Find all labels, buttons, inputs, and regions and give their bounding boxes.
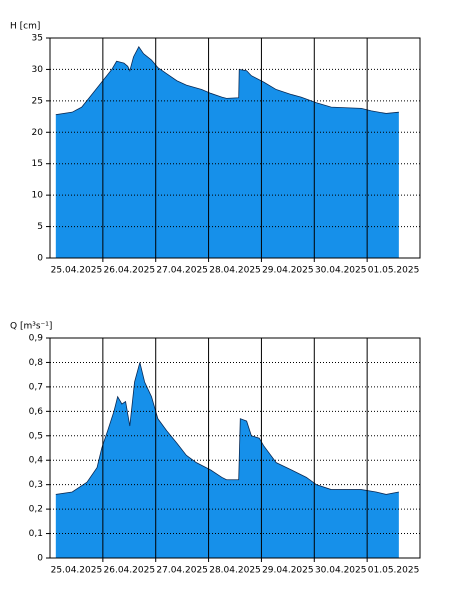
x-tick-label: 29.04.2025 <box>262 566 314 576</box>
x-tick-label: 01.05.2025 <box>368 566 420 576</box>
area-outline <box>55 362 399 495</box>
plot-frame <box>49 37 421 259</box>
y-tick-label: 10 <box>32 191 44 201</box>
area <box>55 362 399 558</box>
y-tick-label: 15 <box>32 159 43 169</box>
y-tick-label: 0,8 <box>29 358 44 368</box>
y-tick-label: 0,3 <box>29 480 43 490</box>
y-tick-label: 30 <box>32 65 44 75</box>
y-tick-label: 35 <box>32 34 43 44</box>
y-tick-label: 0,2 <box>29 505 43 515</box>
y-tick-label: 0,5 <box>29 431 43 441</box>
x-tick-label: 27.04.2025 <box>156 566 208 576</box>
x-tick-label: 01.05.2025 <box>368 266 420 276</box>
x-tick-label: 30.04.2025 <box>315 266 367 276</box>
y-tick-label: 0,9 <box>29 334 44 344</box>
y-axis-title: Q [m³s⁻¹] <box>10 322 52 332</box>
y-tick-label: 0,1 <box>29 529 43 539</box>
area-outline <box>55 46 399 116</box>
x-tick-label: 27.04.2025 <box>156 266 208 276</box>
y-tick-label: 0,4 <box>29 456 44 466</box>
x-tick-label: 26.04.2025 <box>104 566 156 576</box>
x-tick-label: 28.04.2025 <box>209 566 261 576</box>
x-tick-label: 28.04.2025 <box>209 266 261 276</box>
area <box>55 46 399 258</box>
x-tick-label: 25.04.2025 <box>51 266 103 276</box>
y-tick-label: 0 <box>37 554 43 564</box>
y-tick-label: 25 <box>32 96 43 106</box>
x-tick-label: 29.04.2025 <box>262 266 314 276</box>
y-axis-title: H [cm] <box>10 22 40 32</box>
plot-frame <box>49 337 421 559</box>
y-tick-label: 0,6 <box>29 407 44 417</box>
x-tick-label: 25.04.2025 <box>51 566 103 576</box>
x-tick-label: 26.04.2025 <box>104 266 156 276</box>
y-tick-label: 5 <box>37 222 43 232</box>
y-tick-label: 0,7 <box>29 382 43 392</box>
y-tick-label: 0 <box>37 254 43 264</box>
x-tick-label: 30.04.2025 <box>315 566 367 576</box>
y-tick-label: 20 <box>32 128 44 138</box>
